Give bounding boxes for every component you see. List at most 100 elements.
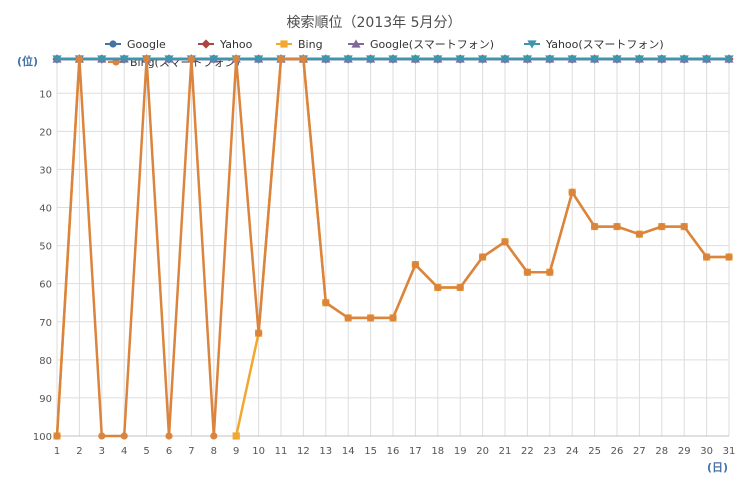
x-tick-label: 19 [454, 446, 467, 457]
x-tick-label: 1 [54, 446, 60, 457]
data-point [500, 55, 510, 64]
legend-label: Yahoo [219, 38, 253, 51]
data-point [255, 329, 263, 337]
x-tick-label: 21 [499, 446, 512, 457]
x-tick-label: 22 [521, 446, 534, 457]
x-tick-label: 13 [319, 446, 332, 457]
y-tick-label: 60 [39, 280, 52, 291]
x-tick-label: 11 [275, 446, 288, 457]
x-tick-label: 15 [364, 446, 377, 457]
data-point [280, 40, 288, 48]
x-tick-label: 29 [678, 446, 691, 457]
x-tick-label: 4 [121, 446, 127, 457]
y-axis-unit-label: (位) [17, 54, 38, 68]
x-tick-label: 20 [476, 446, 489, 457]
x-tick-label: 24 [566, 446, 579, 457]
x-tick-label: 5 [143, 446, 149, 457]
data-point [165, 432, 173, 440]
x-tick-label: 9 [233, 446, 239, 457]
data-point [321, 55, 331, 64]
data-point [53, 432, 61, 440]
data-point [164, 55, 174, 64]
x-tick-label: 23 [543, 446, 556, 457]
data-point [98, 432, 106, 440]
legend: Google Yahoo Bing Google(スマートフォン) Yahoo(スマート… [105, 38, 664, 69]
legend-item: Yahoo [198, 38, 253, 51]
data-point [322, 299, 330, 307]
data-point [725, 253, 733, 261]
x-tick-label: 14 [342, 446, 355, 457]
data-point [635, 230, 644, 238]
legend-item: Bing [276, 38, 323, 51]
data-point [456, 283, 464, 292]
series [52, 54, 734, 440]
data-point [210, 432, 218, 440]
y-tick-label: 80 [39, 356, 52, 367]
data-point [343, 55, 353, 64]
legend-label: Bing [298, 38, 323, 51]
data-point [299, 55, 307, 63]
x-tick-label: 2 [76, 446, 82, 457]
data-point [501, 238, 509, 246]
legend-label: Google(スマートフォン) [370, 38, 494, 51]
x-tick-label: 25 [588, 446, 601, 457]
x-tick-label: 16 [387, 446, 400, 457]
data-point [388, 55, 398, 64]
data-point [75, 55, 83, 63]
legend-item: Google [105, 38, 166, 51]
data-point [109, 40, 117, 48]
grid [56, 58, 730, 437]
data-point [634, 55, 644, 64]
data-point [567, 55, 577, 64]
data-point [143, 55, 151, 63]
x-tick-label: 3 [99, 446, 105, 457]
data-point [52, 55, 62, 64]
data-point [568, 188, 576, 196]
x-tick-label: 8 [211, 446, 217, 457]
data-point [612, 55, 622, 64]
legend-label: Google [127, 38, 166, 51]
data-point [680, 222, 688, 231]
data-point [546, 268, 554, 276]
data-point [702, 55, 712, 64]
y-tick-label: 70 [39, 318, 52, 329]
x-tick-label: 30 [700, 446, 713, 457]
data-point [232, 432, 240, 440]
data-point [232, 55, 240, 63]
y-tick-label: 10 [39, 89, 52, 100]
x-tick-label: 31 [723, 446, 736, 457]
data-point [545, 55, 555, 64]
data-point [657, 55, 667, 64]
data-point [410, 55, 420, 64]
legend-label: Yahoo(スマートフォン) [545, 38, 664, 51]
data-point [254, 55, 264, 64]
x-tick-label: 7 [188, 446, 194, 457]
x-tick-label: 27 [633, 446, 646, 457]
data-point [187, 55, 195, 63]
x-tick-label: 26 [611, 446, 624, 457]
data-point [433, 55, 443, 64]
y-tick-label: 30 [39, 165, 52, 176]
x-axis-unit-label: (日) [707, 461, 728, 474]
x-tick-label: 17 [409, 446, 422, 457]
data-point [366, 55, 376, 64]
x-tick-label: 28 [655, 446, 668, 457]
data-point [527, 40, 537, 49]
y-tick-label: 100 [33, 432, 52, 443]
data-point [522, 55, 532, 64]
data-point [411, 261, 419, 269]
chart-title: 検索順位（2013年 5月分） [287, 14, 462, 31]
data-point [724, 55, 734, 64]
series-5 [53, 55, 733, 440]
y-tick-label: 50 [39, 242, 52, 253]
data-point [591, 222, 599, 231]
data-point [120, 432, 128, 440]
data-point [478, 55, 488, 64]
data-point [389, 314, 397, 322]
data-point [434, 283, 442, 292]
legend-item: Google(スマートフォン) [348, 38, 494, 51]
data-point [613, 222, 621, 231]
x-tick-label: 18 [431, 446, 444, 457]
